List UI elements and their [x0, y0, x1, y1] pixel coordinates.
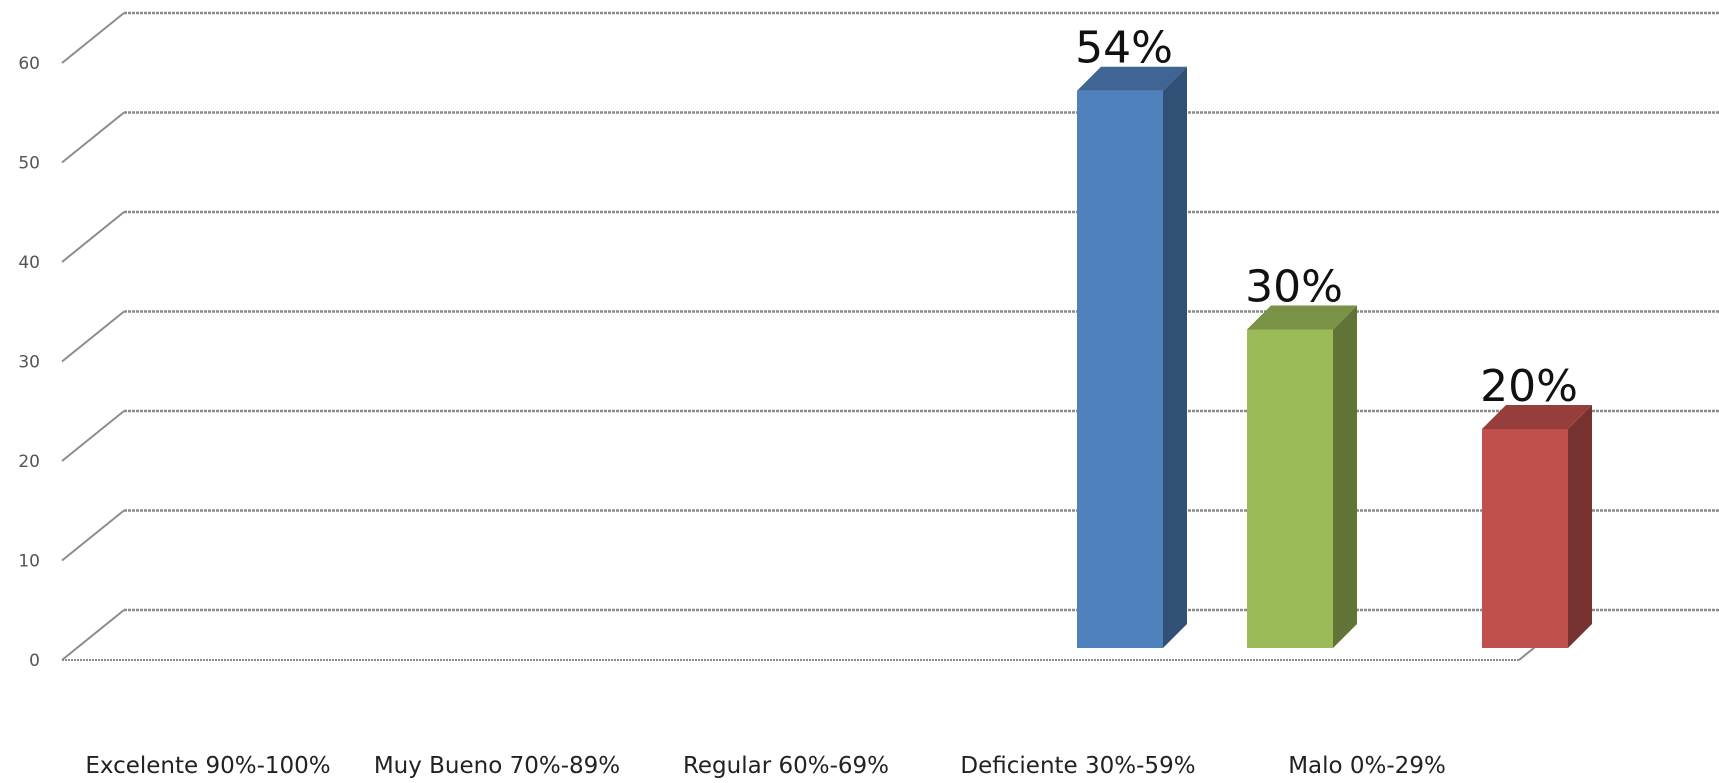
gridline-depth [61, 211, 125, 263]
y-tick-label: 50 [18, 154, 40, 174]
y-tick-labels: 0 10 20 30 40 50 60 [18, 54, 40, 671]
data-label: 20% [1480, 361, 1578, 412]
gridline-depth [61, 111, 125, 164]
y-tick-label: 20 [18, 452, 40, 472]
gridlines [61, 11, 1719, 661]
bar [1482, 405, 1592, 648]
gridline-depth [61, 310, 125, 363]
bar-front [1077, 90, 1163, 648]
y-tick-label: 10 [18, 552, 40, 572]
bar-front [1482, 429, 1568, 648]
bar-top [1077, 66, 1187, 91]
category-labels: Excelente 90%-100% Muy Bueno 70%-89% Regul… [85, 753, 1446, 779]
bar-side [1163, 66, 1187, 648]
gridline-depth [61, 12, 125, 64]
bars [1077, 66, 1592, 648]
gridline-depth [61, 609, 125, 661]
category-label: Excelente 90%-100% [85, 753, 330, 778]
bar-top [1247, 305, 1357, 330]
category-label: Muy Bueno 70%-89% [374, 753, 620, 778]
category-label: Malo 0%-29% [1288, 753, 1446, 778]
bar-side [1568, 405, 1592, 648]
y-tick-label: 0 [29, 651, 40, 671]
bar-side [1333, 305, 1357, 648]
y-tick-label: 60 [18, 54, 40, 74]
category-label: Regular 60%-69% [683, 753, 889, 778]
gridline-depth [61, 509, 125, 562]
data-labels: 54% 30% 20% [1075, 23, 1578, 412]
data-label: 54% [1075, 23, 1173, 74]
bar-front [1247, 329, 1333, 648]
category-label: Deficiente 30%-59% [960, 753, 1195, 778]
bar-top [1482, 405, 1592, 429]
y-tick-label: 40 [18, 253, 40, 273]
bar [1247, 305, 1357, 648]
bar [1077, 66, 1187, 648]
gridline-depth [61, 410, 125, 462]
data-label: 30% [1245, 262, 1343, 313]
y-tick-label: 30 [18, 353, 40, 373]
